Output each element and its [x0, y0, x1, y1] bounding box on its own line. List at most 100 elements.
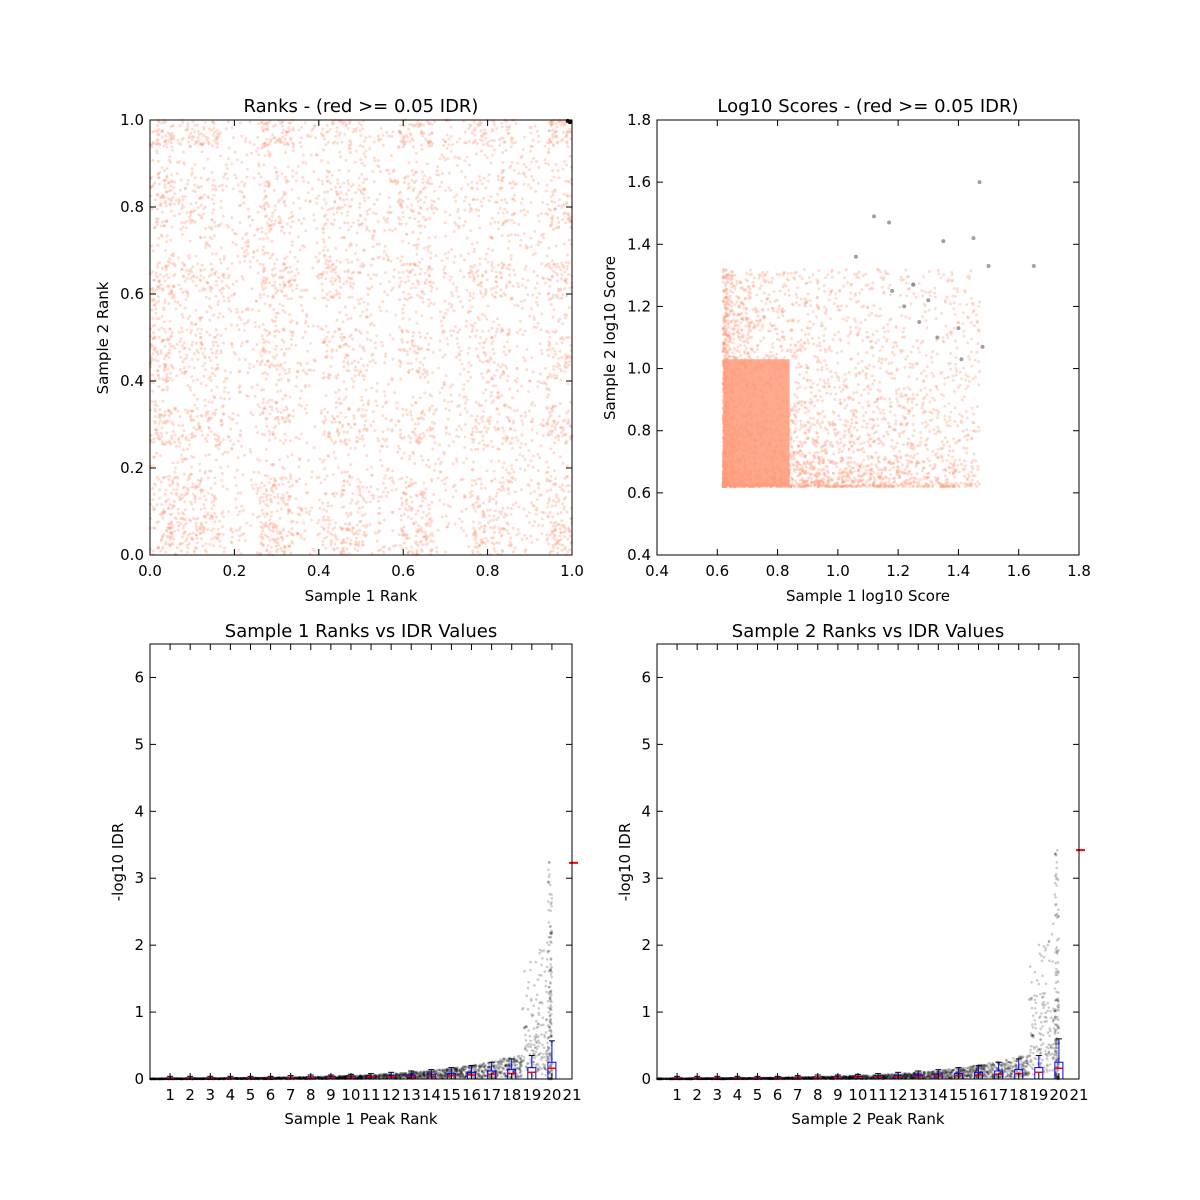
rank-point [324, 143, 328, 147]
rank-point [226, 177, 229, 181]
rank-point [282, 294, 286, 298]
rank-point [444, 514, 448, 518]
rank-point [560, 273, 564, 277]
rank-point [398, 202, 402, 206]
rank-point [256, 146, 260, 150]
rank-point [290, 215, 294, 219]
rank-point [494, 549, 497, 553]
rank-point [554, 129, 558, 133]
rank-point [466, 379, 470, 383]
rank-point [331, 282, 335, 286]
rank-point [386, 217, 389, 221]
rank-point [511, 446, 515, 450]
rank-point [266, 493, 269, 497]
rank-point [225, 284, 229, 288]
rank-point [561, 543, 565, 547]
rank-point [531, 156, 535, 160]
rank-point [236, 491, 240, 495]
rank-point [354, 539, 358, 543]
rank-point [272, 476, 276, 480]
rank-point [522, 507, 526, 511]
rank-point [366, 293, 370, 296]
rank-point [388, 548, 392, 552]
rank-point [274, 478, 278, 482]
rank-point [565, 484, 569, 488]
rank-point [536, 181, 540, 185]
rank-point [443, 353, 447, 357]
rank-point [167, 189, 171, 193]
rank-point [219, 206, 223, 210]
rank-point [524, 165, 528, 169]
rank-point [354, 328, 358, 332]
rank-point [436, 366, 440, 370]
rank-point [340, 140, 344, 144]
rank-point [214, 224, 218, 228]
rank-point [568, 548, 572, 552]
rank-point [180, 493, 184, 497]
rank-point [268, 550, 272, 554]
rank-point [384, 417, 388, 421]
rank-point [419, 454, 423, 458]
rank-point [387, 280, 391, 284]
rank-point [474, 347, 478, 351]
rank-point [474, 420, 478, 424]
rank-point [505, 366, 509, 370]
rank-point [346, 189, 350, 192]
rank-point [215, 349, 219, 353]
rank-point [210, 227, 214, 231]
rank-point [525, 514, 529, 518]
rank-point [369, 485, 373, 488]
rank-point [278, 269, 282, 273]
rank-point [344, 415, 348, 419]
rank-point [153, 484, 157, 487]
rank-point [152, 331, 155, 335]
rank-point [227, 307, 231, 311]
rank-point [498, 531, 501, 535]
rank-point [245, 248, 248, 252]
rank-point [271, 530, 275, 533]
rank-point [480, 312, 484, 316]
rank-point [399, 377, 403, 381]
rank-point [463, 495, 467, 499]
rank-point [466, 370, 470, 374]
rank-point [335, 429, 339, 433]
rank-point [471, 493, 475, 497]
rank-point [406, 508, 410, 512]
rank-point [500, 266, 504, 270]
rank-point [365, 368, 369, 372]
rank-point [555, 141, 559, 145]
rank-point [158, 512, 162, 516]
rank-point [192, 366, 196, 370]
rank-point [329, 539, 333, 543]
rank-point [510, 213, 514, 217]
rank-point [495, 330, 499, 334]
rank-point [207, 141, 210, 144]
rank-point [365, 330, 369, 334]
rank-point [339, 345, 343, 349]
rank-point [152, 437, 156, 441]
rank-point [521, 197, 524, 201]
rank-point [165, 440, 169, 444]
rank-point [422, 510, 425, 514]
rank-point [558, 534, 562, 538]
rank-point [510, 463, 514, 467]
rank-point [177, 437, 181, 440]
rank-point [180, 313, 184, 316]
rank-point [409, 262, 413, 266]
rank-point [207, 356, 211, 360]
rank-point [520, 442, 524, 445]
rank-point [530, 541, 534, 544]
rank-point [347, 453, 351, 457]
rank-point [457, 216, 461, 220]
rank-point [197, 213, 201, 217]
rank-point [427, 273, 431, 277]
rank-point [398, 276, 402, 280]
rank-point [414, 152, 418, 155]
rank-point [328, 373, 332, 377]
rank-point [406, 353, 409, 357]
rank-point [521, 422, 525, 426]
rank-point [368, 500, 372, 504]
rank-point [190, 472, 193, 476]
rank-point [159, 351, 163, 355]
rank-point [242, 201, 246, 205]
